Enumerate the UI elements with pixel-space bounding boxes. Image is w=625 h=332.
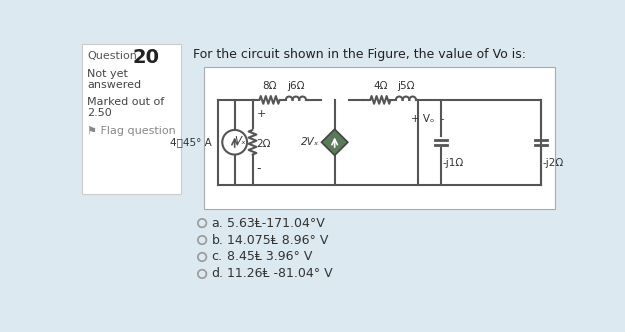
Text: 2Vₓ: 2Vₓ [301,137,319,147]
Text: a.: a. [211,216,223,230]
Text: 2Ω: 2Ω [256,139,271,149]
FancyBboxPatch shape [82,44,181,194]
Text: 5.63Ⱡ-171.04°V: 5.63Ⱡ-171.04°V [227,216,324,230]
Text: 8Ω: 8Ω [262,81,277,91]
Text: -j2Ω: -j2Ω [542,158,564,168]
Text: Not yet: Not yet [88,69,128,79]
Polygon shape [321,129,348,155]
Text: c.: c. [211,250,222,264]
Text: -: - [256,162,261,175]
Text: b.: b. [211,233,223,247]
Text: d.: d. [211,267,223,281]
FancyBboxPatch shape [204,67,555,209]
Text: +: + [256,109,266,119]
Text: 4Ω: 4Ω [373,81,388,91]
Text: 2.50: 2.50 [88,108,112,118]
Text: j6Ω: j6Ω [287,81,304,91]
Text: For the circuit shown in the Figure, the value of Vo is:: For the circuit shown in the Figure, the… [193,47,526,60]
Text: + Vₒ  -: + Vₒ - [411,114,444,124]
Text: 4⑐45° A: 4⑐45° A [169,137,211,147]
Text: 20: 20 [132,47,159,66]
Text: j5Ω: j5Ω [398,81,415,91]
Text: 14.075Ⱡ 8.96° V: 14.075Ⱡ 8.96° V [227,233,328,247]
Text: 8.45Ⱡ 3.96° V: 8.45Ⱡ 3.96° V [227,250,312,264]
Text: -j1Ω: -j1Ω [442,158,464,168]
Text: Question: Question [88,50,138,61]
Text: Marked out of: Marked out of [88,97,164,107]
Text: ⚑ Flag question: ⚑ Flag question [88,126,176,136]
Text: 11.26Ⱡ -81.04° V: 11.26Ⱡ -81.04° V [227,267,332,281]
Text: answered: answered [88,80,141,90]
Text: Vₓ: Vₓ [234,136,246,146]
